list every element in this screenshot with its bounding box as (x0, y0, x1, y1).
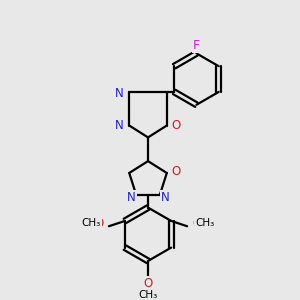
Text: O: O (143, 277, 153, 290)
Text: methoxy: methoxy (90, 222, 96, 223)
Text: N: N (127, 191, 136, 204)
Text: CH₃: CH₃ (195, 218, 214, 228)
Text: N: N (115, 87, 123, 101)
Text: CH₃: CH₃ (82, 218, 101, 228)
Text: O: O (172, 119, 181, 132)
Text: O: O (192, 217, 201, 230)
Text: CH₃: CH₃ (138, 290, 158, 300)
Text: N: N (115, 119, 123, 132)
Text: O: O (172, 164, 181, 178)
Text: O: O (95, 217, 104, 230)
Text: F: F (193, 39, 200, 52)
Text: N: N (160, 191, 169, 204)
